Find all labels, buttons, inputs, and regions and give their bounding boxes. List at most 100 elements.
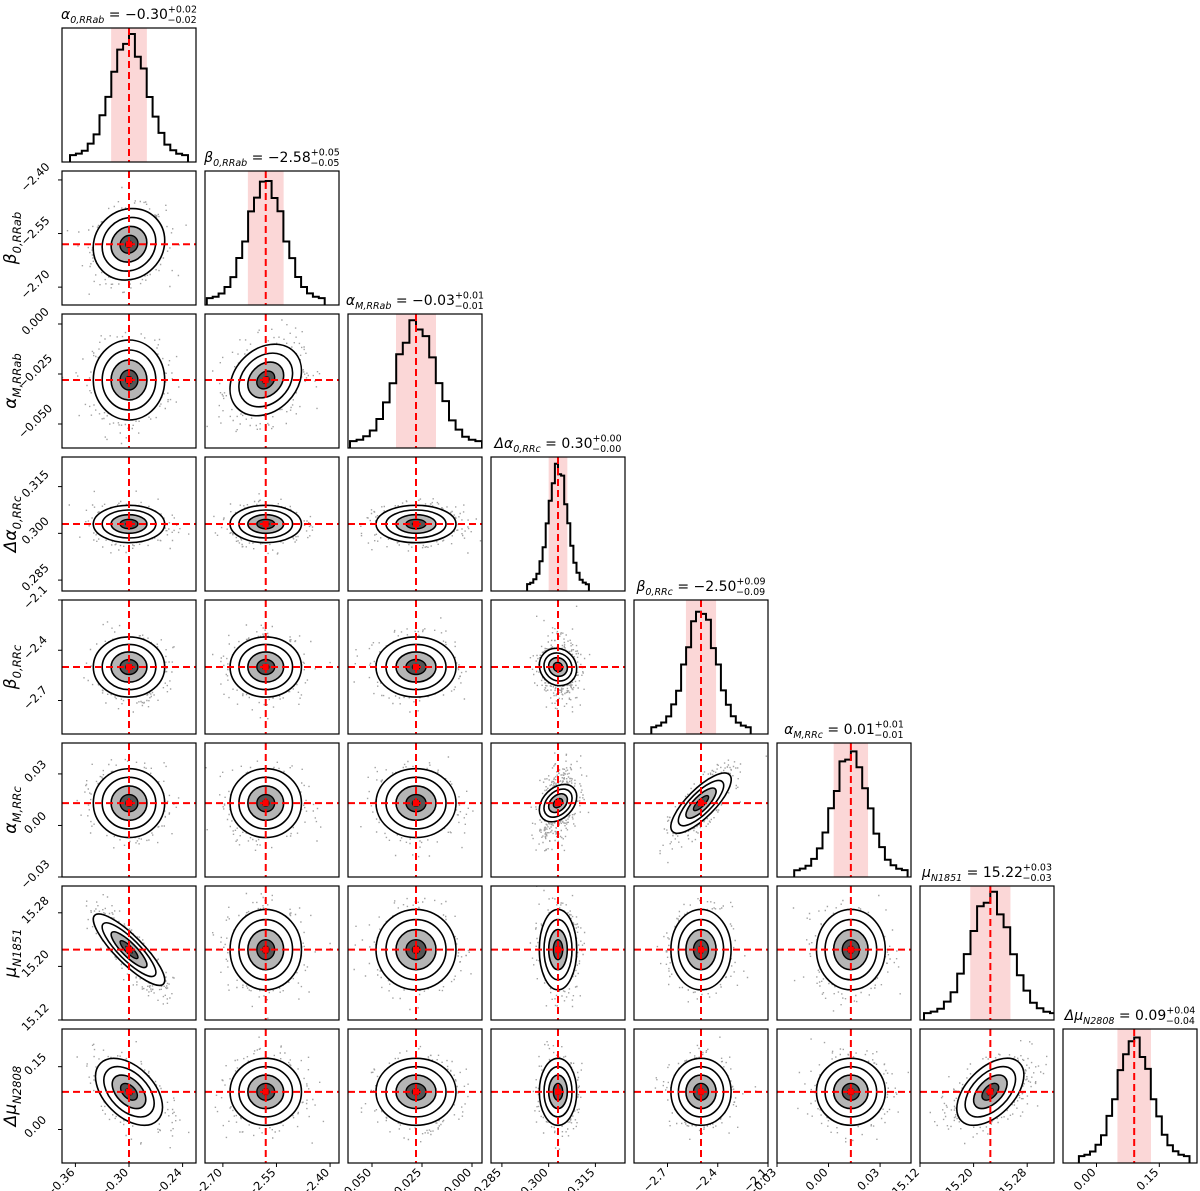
panel-dalpha0_rrc-vs-beta0_rrc	[490, 599, 626, 735]
truth-point	[126, 800, 132, 807]
histogram-steps	[349, 319, 482, 448]
y-tick-label: −2.70	[18, 267, 53, 302]
x-tick-label: −0.050	[334, 1165, 374, 1191]
panel-frame	[347, 599, 483, 735]
panel-frame	[633, 885, 769, 1021]
truth-point	[262, 377, 269, 383]
x-tick-label: −0.36	[43, 1165, 78, 1191]
x-tick-label: 15.12	[889, 1165, 922, 1191]
plot-panels: α0,RRab = −0.30+0.02 −0.02−2.70−2.55−2.40…	[1, 4, 1198, 1191]
y-tick-label: −2.7	[20, 683, 50, 713]
panel-frame	[204, 742, 340, 878]
truth-point	[126, 241, 132, 248]
panel-frame	[633, 599, 769, 735]
truth-point	[413, 800, 419, 807]
panel-frame	[61, 313, 197, 449]
truth-point	[126, 1088, 132, 1095]
x-tick-label: 0.285	[471, 1165, 504, 1191]
y-tick-label: −2.40	[18, 160, 53, 195]
panel-frame	[61, 599, 197, 735]
panel-frame	[347, 456, 483, 592]
histogram-steps	[1077, 1036, 1191, 1163]
x-tick-label: −0.24	[150, 1165, 185, 1191]
histogram-alpha0_rrab: α0,RRab = −0.30+0.02 −0.02	[61, 4, 197, 163]
param-title-mu_n1851: μN1851 = 15.22+0.03 −0.03	[921, 862, 1052, 884]
density-points	[206, 319, 321, 433]
x-tick-label: −2.7	[640, 1165, 670, 1191]
param-title-dmu_n2808: ΔμN2808 = 0.09+0.04 −0.04	[1064, 1005, 1196, 1027]
x-tick-label: −0.30	[96, 1165, 131, 1191]
truth-point	[413, 1088, 419, 1095]
truth-point	[698, 800, 704, 807]
panel-frame	[919, 1028, 1055, 1164]
param-title-alpha0_rrab: α0,RRab = −0.30+0.02 −0.02	[61, 4, 197, 26]
panel-frame	[919, 885, 1055, 1021]
y-tick-label: −2.4	[20, 633, 50, 663]
contour-2sigma	[538, 647, 578, 687]
y-tick-label: −0.050	[15, 401, 55, 441]
truth-point	[262, 946, 269, 953]
y-tick-label: 0.00	[21, 1113, 49, 1141]
panel-frame	[204, 313, 340, 449]
param-title-alphaM_rrab: αM,RRab = −0.03+0.01 −0.01	[346, 290, 484, 312]
x-tick-label: 0.00	[1071, 1165, 1099, 1191]
panel-frame	[633, 1028, 769, 1164]
x-tick-label: −2.55	[244, 1165, 279, 1191]
panel-beta0_rrc-vs-mu_n1851	[633, 885, 769, 1021]
y-tick-label: 0.315	[19, 467, 52, 500]
panel-beta0_rrab-vs-dalpha0_rrc	[204, 456, 340, 592]
panel-frame	[204, 456, 340, 592]
panel-dalpha0_rrc-vs-mu_n1851	[490, 885, 626, 1021]
panel-beta0_rrc-vs-dmu_n2808: −2.7−2.4−2.1β0,RRc	[633, 1028, 770, 1191]
panel-frame	[61, 742, 197, 878]
histogram-dalpha0_rrc: Δα0,RRc = 0.30+0.00 −0.00	[490, 433, 626, 592]
y-axis-label-dmu_n2808: ΔμN2808	[1, 1066, 24, 1129]
truth-point	[847, 1088, 854, 1095]
panel-frame	[61, 170, 197, 306]
panel-alphaM_rrc-vs-mu_n1851	[776, 885, 912, 1021]
panel-alpha0_rrab-vs-beta0_rrc: −2.7−2.4−2.1β0,RRc	[1, 582, 197, 735]
panel-frame	[347, 885, 483, 1021]
panel-frame	[204, 1028, 340, 1164]
param-title-alphaM_rrc: αM,RRc = 0.01+0.01 −0.01	[784, 719, 904, 741]
y-axis-label-beta0_rrc: β0,RRc	[1, 644, 24, 690]
x-tick-label: −0.025	[384, 1165, 424, 1191]
truth-point	[262, 521, 269, 527]
panel-frame	[347, 313, 483, 449]
y-axis-label-dalpha0_rrc: Δα0,RRc	[1, 495, 24, 554]
y-tick-label: 0.00	[21, 809, 49, 837]
panel-frame	[1062, 1028, 1198, 1164]
truth-point	[555, 946, 561, 953]
histogram-alphaM_rrab: αM,RRab = −0.03+0.01 −0.01	[346, 290, 484, 449]
histogram-steps	[69, 33, 189, 162]
y-axis-label-beta0_rrab: β0,RRab	[1, 212, 24, 266]
truth-point	[262, 1088, 269, 1095]
x-tick-label: −2.40	[297, 1165, 332, 1191]
contour-2sigma	[92, 913, 166, 987]
truth-point	[555, 664, 561, 670]
contour-2sigma	[92, 207, 166, 281]
param-title-beta0_rrab: β0,RRab = −2.58+0.05 −0.05	[203, 147, 340, 169]
panel-dalpha0_rrc-vs-alphaM_rrc	[490, 742, 626, 878]
x-tick-label: 0.000	[441, 1165, 474, 1191]
y-axis-label-mu_n1851: μN1851	[1, 928, 24, 978]
truth-point	[987, 1088, 994, 1095]
panel-frame	[776, 1028, 912, 1164]
panel-beta0_rrab-vs-mu_n1851	[204, 885, 340, 1021]
y-tick-label: 15.28	[19, 893, 52, 926]
panel-frame	[490, 885, 626, 1021]
truth-point	[126, 377, 132, 383]
density-points	[530, 752, 590, 852]
y-tick-label: 0.000	[19, 305, 52, 338]
panel-frame	[347, 742, 483, 878]
panel-alphaM_rrab-vs-alphaM_rrc	[347, 742, 483, 878]
x-tick-label: 0.15	[1133, 1165, 1161, 1191]
